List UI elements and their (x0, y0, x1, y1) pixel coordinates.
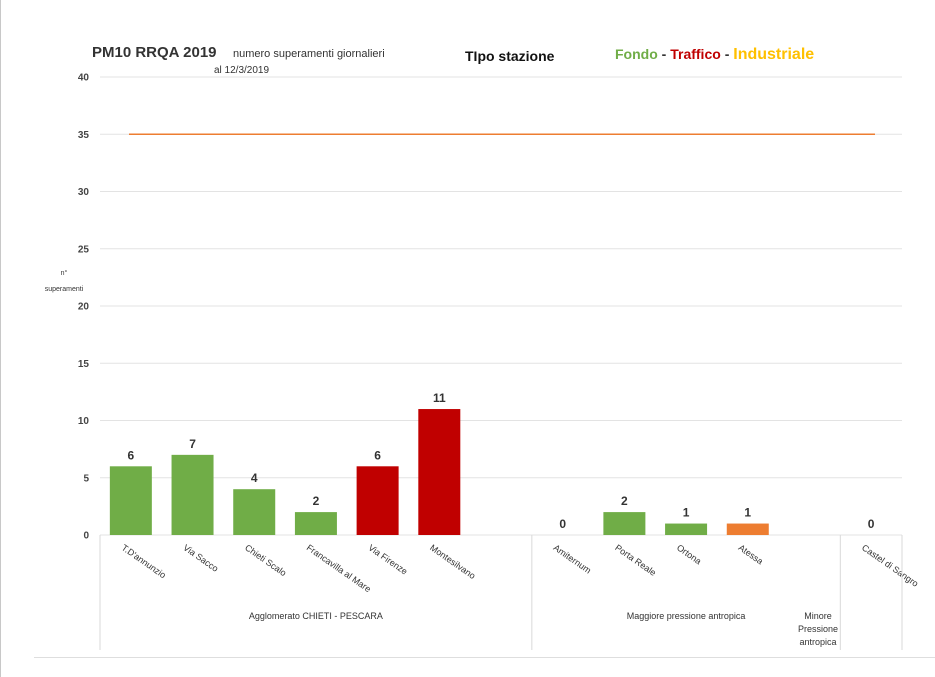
x-tick-label: Atessa (737, 542, 765, 566)
station-type-label: TIpo stazione (465, 48, 555, 64)
y-tick-label: 15 (78, 359, 90, 370)
data-label: 6 (374, 448, 381, 462)
bar (356, 466, 399, 535)
legend-traffico: Traffico (670, 46, 721, 62)
x-tick-label: Castel di Sangro (860, 542, 920, 588)
legend-industriale: Industriale (733, 46, 815, 63)
x-tick-label: Ortona (675, 542, 703, 566)
x-tick-label: Montesilvano (428, 542, 477, 581)
chart-subtitle: numero superamenti giornalieri (233, 48, 385, 60)
group-label: antropica (799, 637, 836, 647)
x-tick-label: T.D'annunzio (120, 542, 168, 580)
data-label: 7 (189, 437, 196, 451)
data-label: 2 (621, 494, 628, 508)
x-tick-label: Via Firenze (366, 542, 409, 576)
bar (418, 409, 461, 535)
chart-date: al 12/3/2019 (214, 65, 270, 76)
y-axis-label: n° superamenti (44, 266, 84, 298)
group-label: Pressione (798, 624, 838, 634)
group-label: Minore (804, 611, 832, 621)
window-left-border (0, 0, 1, 677)
data-label: 1 (683, 506, 690, 520)
bar (233, 489, 276, 535)
y-tick-label: 30 (78, 187, 90, 198)
chart-title: PM10 RRQA 2019 (92, 44, 217, 61)
data-label: 0 (868, 517, 875, 531)
data-label: 11 (433, 391, 446, 405)
data-label: 1 (744, 506, 751, 520)
y-tick-label: 5 (83, 473, 89, 484)
data-label: 0 (559, 517, 566, 531)
group-label: Maggiore pressione antropica (627, 611, 746, 621)
bar (294, 512, 337, 535)
y-axis-label-line2: superamenti (44, 286, 84, 293)
y-axis-label-line1: n° (60, 270, 68, 277)
legend-separator: - (661, 46, 671, 62)
x-tick-label: Francavilla al Mare (305, 542, 373, 594)
y-tick-label: 25 (78, 244, 90, 255)
chart-bottom-border (34, 657, 935, 658)
x-tick-label: Via Sacco (181, 542, 220, 573)
y-tick-label: 0 (83, 531, 89, 542)
x-tick-label: Porta Reale (613, 542, 658, 577)
data-label: 4 (251, 471, 258, 485)
legend-fondo: Fondo (615, 46, 658, 62)
data-label: 6 (128, 448, 135, 462)
bar (603, 512, 646, 535)
data-label: 2 (313, 494, 320, 508)
bar (726, 523, 769, 535)
x-tick-label: Chieti Scalo (243, 542, 288, 578)
legend: Fondo - Traffico - Industriale (615, 46, 814, 64)
group-label: Agglomerato CHIETI - PESCARA (249, 611, 383, 621)
bar (171, 454, 214, 535)
y-tick-label: 10 (78, 416, 90, 427)
bar (109, 466, 152, 535)
x-tick-label: Amiternum (552, 542, 593, 575)
y-tick-label: 20 (78, 302, 90, 313)
y-tick-label: 35 (78, 130, 90, 141)
legend-separator: - (724, 46, 734, 62)
y-tick-label: 40 (78, 73, 90, 84)
bar (665, 523, 708, 535)
